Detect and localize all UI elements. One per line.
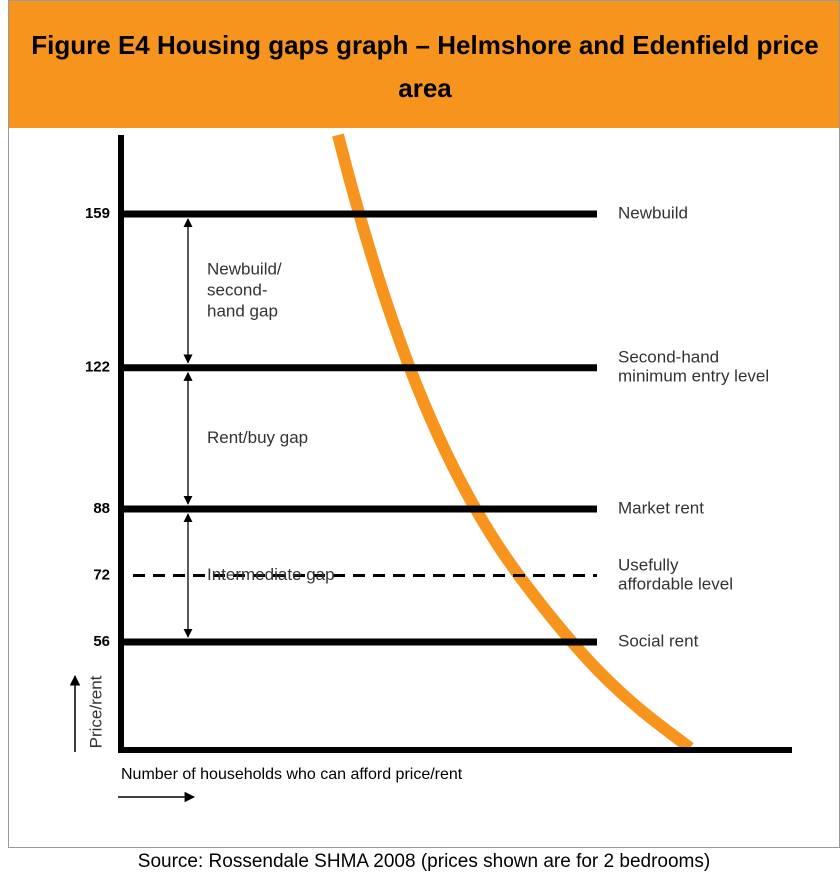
- level-label: Social rent: [618, 631, 699, 650]
- gap-label: Intermediate gap: [207, 565, 335, 584]
- gap-label: Newbuild/: [207, 259, 282, 278]
- source-note: Source: Rossendale SHMA 2008 (prices sho…: [138, 851, 710, 872]
- level-label: Second-hand: [618, 348, 719, 367]
- level-label: Newbuild: [618, 203, 688, 222]
- level-label: affordable level: [618, 574, 733, 593]
- gap-label: second-: [207, 280, 267, 299]
- frame: [8, 0, 840, 848]
- chart-title: area: [398, 73, 452, 103]
- x-axis-label: Number of households who can afford pric…: [121, 766, 463, 783]
- level-value: 159: [85, 205, 110, 222]
- level-label: Usefully: [618, 555, 679, 574]
- level-value: 88: [93, 500, 110, 517]
- demand-curve: [332, 133, 694, 753]
- level-value: 72: [93, 566, 110, 583]
- gap-label: hand gap: [207, 301, 278, 320]
- level-value: 122: [85, 359, 110, 376]
- level-label: Market rent: [618, 498, 704, 517]
- chart-title: Figure E4 Housing gaps graph – Helmshore…: [31, 30, 818, 60]
- level-value: 56: [93, 633, 110, 650]
- level-label: minimum entry level: [618, 367, 769, 386]
- y-axis-label: Price/rent: [86, 675, 105, 748]
- title-band: [9, 1, 839, 128]
- gap-label: Rent/buy gap: [207, 428, 308, 447]
